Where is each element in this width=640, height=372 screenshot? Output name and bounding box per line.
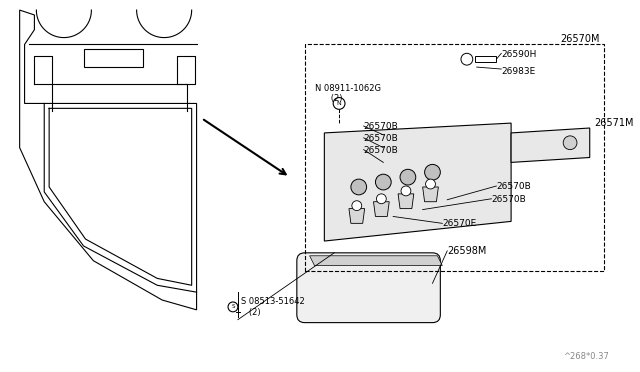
Text: 26570B: 26570B bbox=[364, 145, 399, 155]
Text: N: N bbox=[337, 101, 342, 106]
FancyBboxPatch shape bbox=[297, 253, 440, 323]
Circle shape bbox=[352, 201, 362, 211]
Circle shape bbox=[424, 164, 440, 180]
Circle shape bbox=[426, 179, 435, 189]
Polygon shape bbox=[310, 256, 442, 266]
Text: 26571M: 26571M bbox=[595, 118, 634, 128]
Polygon shape bbox=[349, 209, 365, 223]
Text: ^268*0.37: ^268*0.37 bbox=[563, 352, 609, 361]
Text: 26570B: 26570B bbox=[497, 182, 531, 191]
Text: S: S bbox=[231, 304, 235, 310]
Circle shape bbox=[376, 194, 387, 204]
Polygon shape bbox=[374, 202, 389, 217]
Polygon shape bbox=[422, 187, 438, 202]
Circle shape bbox=[400, 169, 416, 185]
Text: 26570B: 26570B bbox=[492, 195, 526, 204]
Circle shape bbox=[401, 186, 411, 196]
Text: S 08513-51642
   (2): S 08513-51642 (2) bbox=[241, 297, 305, 317]
Text: 26570E: 26570E bbox=[442, 219, 477, 228]
Polygon shape bbox=[398, 194, 414, 209]
Text: 26570B: 26570B bbox=[364, 134, 399, 143]
Text: 26598M: 26598M bbox=[447, 246, 486, 256]
Circle shape bbox=[351, 179, 367, 195]
Circle shape bbox=[563, 136, 577, 150]
Text: 26570B: 26570B bbox=[364, 122, 399, 131]
Polygon shape bbox=[511, 128, 589, 163]
Polygon shape bbox=[324, 123, 511, 241]
Text: 26590H: 26590H bbox=[501, 50, 537, 59]
Text: 26983E: 26983E bbox=[501, 67, 536, 76]
Text: 26570M: 26570M bbox=[560, 35, 600, 45]
Circle shape bbox=[376, 174, 391, 190]
Text: N 08911-1062G
      (2): N 08911-1062G (2) bbox=[314, 84, 381, 103]
Bar bbox=[305, 45, 604, 270]
